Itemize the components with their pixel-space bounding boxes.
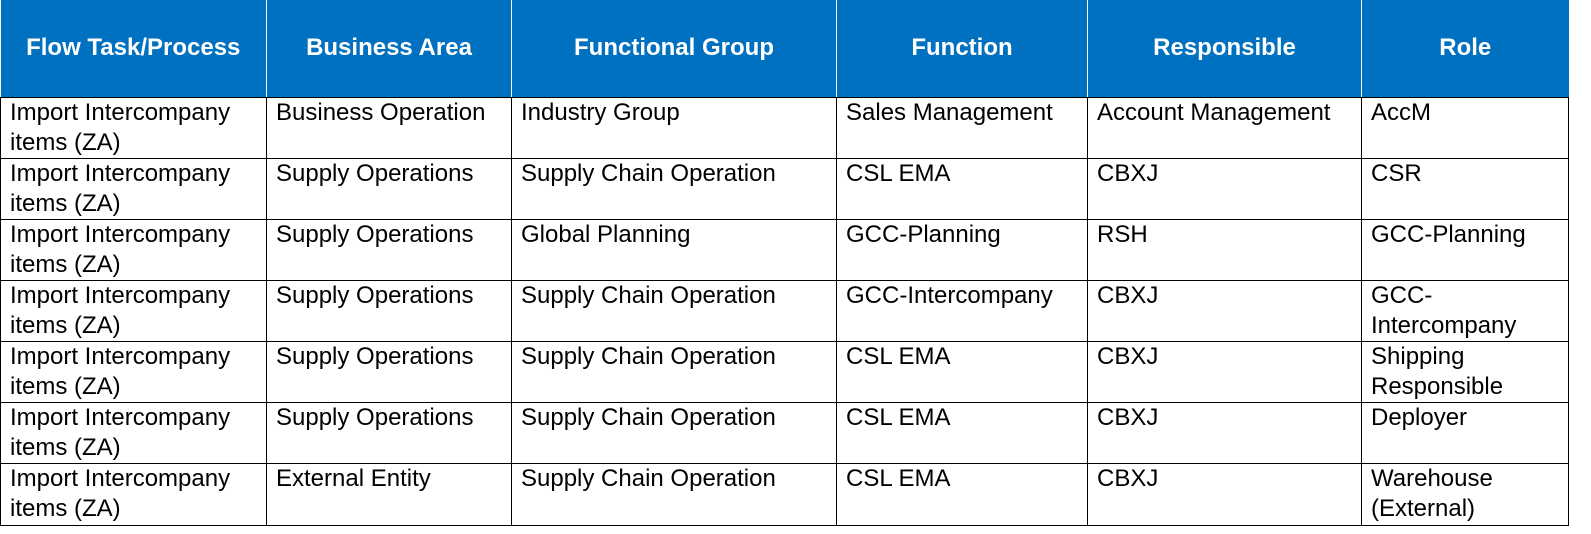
cell-business-area: Supply Operations xyxy=(266,340,512,403)
cell-function: CSL EMA xyxy=(836,401,1088,464)
cell-role: Deployer xyxy=(1361,401,1569,464)
cell-responsible: CBXJ xyxy=(1087,462,1362,526)
cell-flow-task: Import Intercompany items (ZA) xyxy=(0,96,267,159)
cell-function: GCC-Intercompany xyxy=(836,279,1088,342)
cell-functional-group: Supply Chain Operation xyxy=(511,462,837,526)
header-functional-group: Functional Group xyxy=(511,0,837,98)
header-role: Role xyxy=(1361,0,1569,98)
cell-flow-task: Import Intercompany items (ZA) xyxy=(0,279,267,342)
cell-functional-group: Supply Chain Operation xyxy=(511,157,837,220)
cell-business-area: External Entity xyxy=(266,462,512,526)
cell-functional-group: Global Planning xyxy=(511,218,837,281)
cell-functional-group: Industry Group xyxy=(511,96,837,159)
cell-role: Shipping Responsible xyxy=(1361,340,1569,403)
table-body: Import Intercompany items (ZA) Business … xyxy=(0,96,1569,526)
cell-responsible: CBXJ xyxy=(1087,157,1362,220)
cell-role: GCC-Intercompany xyxy=(1361,279,1569,342)
table-row: Import Intercompany items (ZA) Supply Op… xyxy=(0,279,1569,342)
table-row: Import Intercompany items (ZA) Supply Op… xyxy=(0,340,1569,403)
responsibility-table: Flow Task/Process Business Area Function… xyxy=(0,0,1569,526)
cell-function: CSL EMA xyxy=(836,340,1088,403)
header-row: Flow Task/Process Business Area Function… xyxy=(0,0,1569,98)
cell-responsible: CBXJ xyxy=(1087,401,1362,464)
cell-function: Sales Management xyxy=(836,96,1088,159)
cell-functional-group: Supply Chain Operation xyxy=(511,401,837,464)
cell-flow-task: Import Intercompany items (ZA) xyxy=(0,462,267,526)
cell-function: GCC-Planning xyxy=(836,218,1088,281)
table-row: Import Intercompany items (ZA) Supply Op… xyxy=(0,157,1569,220)
cell-role: CSR xyxy=(1361,157,1569,220)
cell-role: Warehouse (External) xyxy=(1361,462,1569,526)
cell-business-area: Supply Operations xyxy=(266,279,512,342)
cell-function: CSL EMA xyxy=(836,157,1088,220)
table-row: Import Intercompany items (ZA) Supply Op… xyxy=(0,401,1569,464)
cell-flow-task: Import Intercompany items (ZA) xyxy=(0,340,267,403)
cell-role: AccM xyxy=(1361,96,1569,159)
table-header: Flow Task/Process Business Area Function… xyxy=(0,0,1569,98)
table-row: Import Intercompany items (ZA) Business … xyxy=(0,96,1569,159)
cell-flow-task: Import Intercompany items (ZA) xyxy=(0,401,267,464)
cell-responsible: Account Management xyxy=(1087,96,1362,159)
header-business-area: Business Area xyxy=(266,0,512,98)
cell-responsible: CBXJ xyxy=(1087,340,1362,403)
cell-business-area: Supply Operations xyxy=(266,157,512,220)
cell-responsible: CBXJ xyxy=(1087,279,1362,342)
header-flow-task-process: Flow Task/Process xyxy=(0,0,267,98)
header-function: Function xyxy=(836,0,1088,98)
table-row: Import Intercompany items (ZA) External … xyxy=(0,462,1569,526)
cell-business-area: Business Operation xyxy=(266,96,512,159)
cell-role: GCC-Planning xyxy=(1361,218,1569,281)
cell-functional-group: Supply Chain Operation xyxy=(511,279,837,342)
cell-business-area: Supply Operations xyxy=(266,401,512,464)
cell-flow-task: Import Intercompany items (ZA) xyxy=(0,218,267,281)
cell-responsible: RSH xyxy=(1087,218,1362,281)
cell-functional-group: Supply Chain Operation xyxy=(511,340,837,403)
header-responsible: Responsible xyxy=(1087,0,1362,98)
table-row: Import Intercompany items (ZA) Supply Op… xyxy=(0,218,1569,281)
cell-function: CSL EMA xyxy=(836,462,1088,526)
cell-business-area: Supply Operations xyxy=(266,218,512,281)
cell-flow-task: Import Intercompany items (ZA) xyxy=(0,157,267,220)
